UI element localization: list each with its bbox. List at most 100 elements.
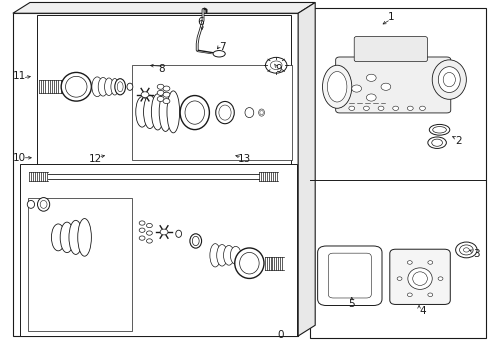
Text: 1: 1 <box>386 12 393 22</box>
Ellipse shape <box>98 77 108 96</box>
Circle shape <box>146 239 152 243</box>
Ellipse shape <box>427 137 446 148</box>
Circle shape <box>163 99 169 104</box>
Text: 7: 7 <box>219 42 225 52</box>
Ellipse shape <box>437 67 459 93</box>
Text: 2: 2 <box>455 136 462 145</box>
Ellipse shape <box>61 72 91 101</box>
Ellipse shape <box>127 83 133 90</box>
Ellipse shape <box>38 198 50 211</box>
Ellipse shape <box>69 220 82 255</box>
Ellipse shape <box>407 268 431 289</box>
Ellipse shape <box>428 125 449 135</box>
Ellipse shape <box>51 224 65 251</box>
Circle shape <box>141 92 149 98</box>
Ellipse shape <box>111 78 119 95</box>
Ellipse shape <box>327 72 346 102</box>
Ellipse shape <box>40 201 47 208</box>
Ellipse shape <box>78 219 91 256</box>
Ellipse shape <box>115 79 125 95</box>
Ellipse shape <box>166 91 179 133</box>
Circle shape <box>265 57 286 73</box>
Circle shape <box>380 83 390 90</box>
Ellipse shape <box>65 76 87 97</box>
Ellipse shape <box>432 127 446 133</box>
Text: 0: 0 <box>277 330 284 340</box>
Circle shape <box>407 261 411 264</box>
Ellipse shape <box>442 72 454 87</box>
Text: 4: 4 <box>418 306 425 316</box>
Circle shape <box>366 94 375 101</box>
Text: 12: 12 <box>89 154 102 164</box>
Bar <box>132 65 292 160</box>
Ellipse shape <box>92 77 102 96</box>
FancyBboxPatch shape <box>335 57 450 113</box>
Circle shape <box>163 86 169 91</box>
Circle shape <box>437 277 442 280</box>
Circle shape <box>157 90 163 95</box>
Circle shape <box>407 106 412 111</box>
Text: 10: 10 <box>13 153 26 163</box>
Circle shape <box>396 277 401 280</box>
Ellipse shape <box>192 236 199 246</box>
Circle shape <box>463 248 468 252</box>
Ellipse shape <box>143 95 156 129</box>
Ellipse shape <box>213 50 225 57</box>
Bar <box>37 15 290 169</box>
Circle shape <box>407 293 411 297</box>
Bar <box>310 8 485 338</box>
Circle shape <box>163 92 169 97</box>
Ellipse shape <box>215 102 234 124</box>
Text: 11: 11 <box>13 71 26 81</box>
FancyBboxPatch shape <box>317 246 381 306</box>
Ellipse shape <box>136 96 148 127</box>
Text: 5: 5 <box>348 299 354 309</box>
Circle shape <box>377 106 383 111</box>
Ellipse shape <box>175 230 181 237</box>
Polygon shape <box>13 3 315 13</box>
Circle shape <box>427 261 432 264</box>
Circle shape <box>455 242 476 258</box>
Ellipse shape <box>258 109 264 116</box>
Ellipse shape <box>180 95 209 130</box>
FancyBboxPatch shape <box>353 37 427 62</box>
Circle shape <box>427 293 432 297</box>
Ellipse shape <box>259 111 263 115</box>
FancyBboxPatch shape <box>328 253 370 298</box>
Ellipse shape <box>159 92 171 131</box>
Circle shape <box>459 245 472 255</box>
Ellipse shape <box>27 201 35 208</box>
FancyBboxPatch shape <box>389 249 449 305</box>
Text: 6: 6 <box>197 17 203 27</box>
Circle shape <box>139 236 145 240</box>
Circle shape <box>419 106 425 111</box>
Bar <box>27 198 132 330</box>
Circle shape <box>392 106 398 111</box>
Text: 3: 3 <box>472 248 478 258</box>
Polygon shape <box>298 3 315 336</box>
Ellipse shape <box>223 246 234 265</box>
Ellipse shape <box>209 244 220 267</box>
Circle shape <box>348 106 354 111</box>
Ellipse shape <box>219 105 231 120</box>
Ellipse shape <box>244 108 253 118</box>
Ellipse shape <box>234 248 264 278</box>
Circle shape <box>351 85 361 92</box>
Circle shape <box>366 74 375 81</box>
Ellipse shape <box>216 244 227 266</box>
Ellipse shape <box>104 78 113 95</box>
Text: 13: 13 <box>237 154 251 164</box>
Circle shape <box>146 224 152 228</box>
Ellipse shape <box>239 252 259 274</box>
Ellipse shape <box>230 246 241 264</box>
Bar <box>13 13 298 336</box>
Circle shape <box>160 229 167 235</box>
Circle shape <box>363 106 368 111</box>
Ellipse shape <box>431 60 466 99</box>
Circle shape <box>157 84 163 89</box>
Text: 8: 8 <box>158 64 164 74</box>
Circle shape <box>139 228 145 232</box>
Ellipse shape <box>431 139 442 146</box>
Ellipse shape <box>151 94 163 130</box>
Ellipse shape <box>322 65 351 108</box>
